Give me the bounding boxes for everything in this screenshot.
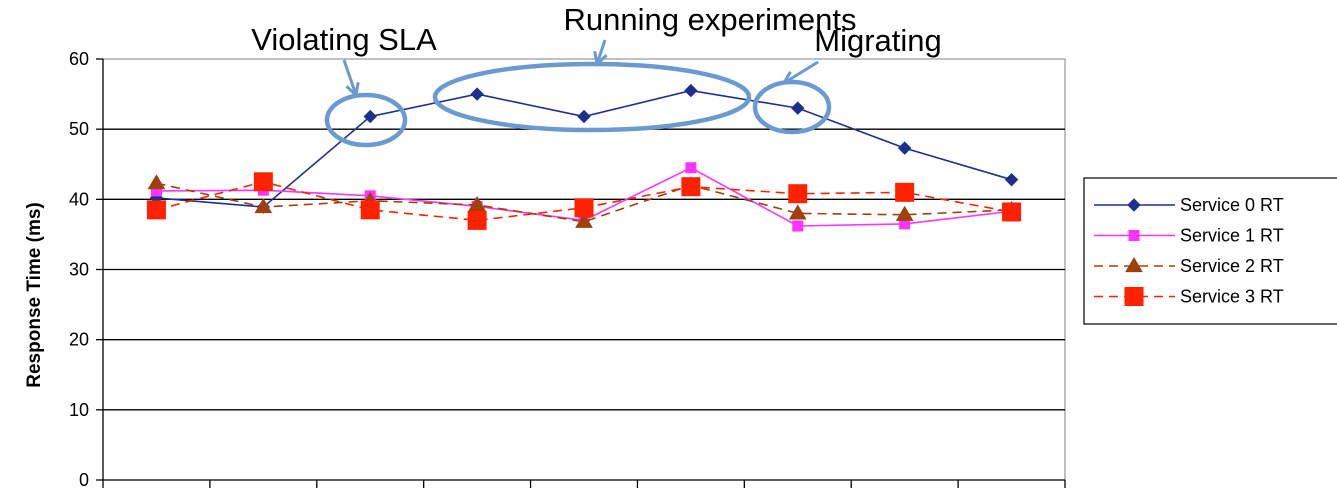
annotations: Violating SLA Running experimentsMigratin… bbox=[251, 2, 942, 148]
data-point bbox=[146, 200, 166, 220]
legend-swatch-marker bbox=[1124, 287, 1144, 306]
data-point bbox=[254, 198, 273, 214]
y-tick-label: 30 bbox=[69, 260, 89, 280]
annotation-label: Running experiments bbox=[564, 2, 857, 37]
data-point bbox=[791, 101, 805, 115]
data-point bbox=[577, 109, 591, 124]
data-point bbox=[788, 184, 808, 204]
data-point bbox=[792, 220, 804, 232]
series-line bbox=[156, 182, 1012, 223]
data-point bbox=[895, 182, 915, 202]
callout-arrowhead bbox=[345, 81, 360, 98]
callout-arrow bbox=[342, 59, 358, 96]
legend: Service 0 RT Service 1 RT Service 2 RT Serv… bbox=[1083, 177, 1337, 325]
y-tick-label: 50 bbox=[69, 119, 89, 139]
callout-arrow bbox=[595, 39, 607, 65]
legend-swatch-marker bbox=[1127, 198, 1141, 212]
data-point bbox=[685, 162, 697, 174]
data-point bbox=[467, 210, 487, 230]
legend-swatch-marker bbox=[1125, 257, 1143, 273]
y-tick-label: 20 bbox=[69, 330, 89, 350]
series-3 bbox=[146, 172, 1022, 230]
y-tick-label: 40 bbox=[69, 189, 89, 209]
legend-label: Service 1 RT bbox=[1180, 226, 1284, 246]
data-point bbox=[1002, 202, 1022, 222]
data-point bbox=[1004, 172, 1019, 187]
data-point bbox=[470, 87, 484, 101]
data-point bbox=[788, 204, 807, 220]
data-point bbox=[681, 177, 701, 197]
axes: 0 10 20 30 40 50 60 bbox=[69, 49, 1066, 488]
data-point bbox=[360, 200, 380, 220]
legend-label: Service 0 RT bbox=[1180, 195, 1284, 215]
y-tick-label: 10 bbox=[69, 400, 89, 420]
data-point bbox=[363, 109, 377, 124]
data-point bbox=[468, 195, 486, 212]
series-line bbox=[156, 89, 1012, 208]
data-point bbox=[253, 172, 273, 192]
data-point bbox=[897, 141, 912, 155]
annotation-label: Violating SLA bbox=[251, 22, 437, 57]
data-point bbox=[574, 198, 594, 218]
data-point bbox=[684, 83, 698, 98]
legend-label: Service 2 RT bbox=[1180, 256, 1284, 276]
callout-arrowhead bbox=[781, 70, 798, 85]
highlight-ellipse bbox=[324, 92, 408, 148]
series-plot bbox=[146, 83, 1022, 232]
y-tick-label: 60 bbox=[69, 49, 89, 69]
callout-arrowhead bbox=[593, 50, 608, 67]
legend-label: Service 3 RT bbox=[1180, 287, 1284, 307]
y-axis-title: Response Time (ms) bbox=[24, 202, 45, 387]
series-0 bbox=[149, 83, 1019, 214]
highlight-ellipse bbox=[432, 61, 752, 133]
callout-arrow bbox=[783, 60, 819, 85]
data-point bbox=[147, 174, 166, 190]
data-point bbox=[895, 205, 914, 221]
annotation-label: Migrating bbox=[814, 23, 942, 58]
data-point bbox=[575, 212, 593, 228]
y-tick-label: 0 bbox=[79, 470, 89, 488]
legend-swatch-marker bbox=[1128, 230, 1140, 241]
